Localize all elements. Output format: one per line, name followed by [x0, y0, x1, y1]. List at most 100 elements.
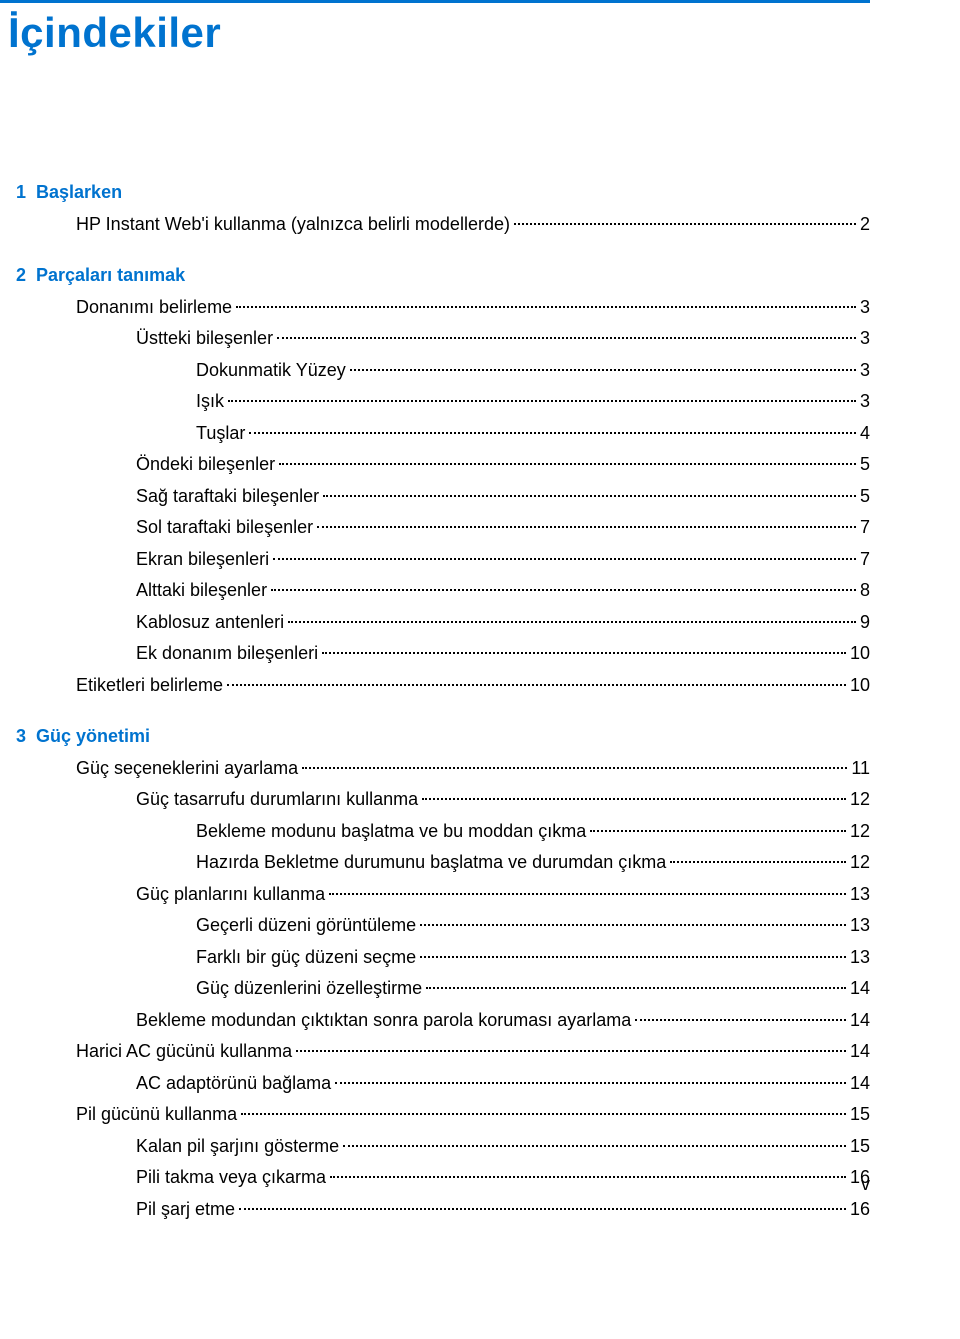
toc-entry-label: Farklı bir güç düzeni seçme — [196, 942, 416, 974]
toc-leader-dots — [273, 558, 856, 560]
toc-entry-page: 5 — [860, 449, 870, 481]
section-title: Başlarken — [36, 182, 122, 202]
toc-entry: Alttaki bileşenler 8 — [16, 575, 870, 607]
toc-entry-label: Alttaki bileşenler — [136, 575, 267, 607]
toc-entry: Öndeki bileşenler 5 — [16, 449, 870, 481]
toc-leader-dots — [422, 798, 846, 800]
toc-entry-label: Ek donanım bileşenleri — [136, 638, 318, 670]
toc-leader-dots — [227, 684, 846, 686]
toc-entry-label: Güç tasarrufu durumlarını kullanma — [136, 784, 418, 816]
toc-leader-dots — [236, 306, 856, 308]
toc-entry-page: 7 — [860, 544, 870, 576]
toc-entry-label: Hazırda Bekletme durumunu başlatma ve du… — [196, 847, 666, 879]
toc-entry-page: 14 — [850, 1036, 870, 1068]
toc-leader-dots — [350, 369, 856, 371]
section-heading: 3Güç yönetimi — [16, 721, 870, 753]
toc-entry-label: Dokunmatik Yüzey — [196, 355, 346, 387]
toc-leader-dots — [317, 526, 856, 528]
toc-entry-page: 15 — [850, 1131, 870, 1163]
toc-leader-dots — [420, 956, 846, 958]
toc-entry: Sağ taraftaki bileşenler 5 — [16, 481, 870, 513]
table-of-contents: 1 Başlarken HP Instant Web'i kullanma (yal… — [0, 177, 870, 1225]
toc-entry: Geçerli düzeni görüntüleme 13 — [16, 910, 870, 942]
toc-entry-page: 3 — [860, 323, 870, 355]
toc-entry-page: 7 — [860, 512, 870, 544]
toc-entry-label: Güç düzenlerini özelleştirme — [196, 973, 422, 1005]
section-number: 1 — [16, 182, 26, 202]
section-title: Güç yönetimi — [36, 726, 150, 746]
toc-entry-label: Harici AC gücünü kullanma — [76, 1036, 292, 1068]
toc-entry: Işık 3 — [16, 386, 870, 418]
toc-entry-label: AC adaptörünü bağlama — [136, 1068, 331, 1100]
section-heading: 2 Parçaları tanımak — [16, 260, 870, 292]
toc-entry-label: Işık — [196, 386, 224, 418]
toc-entry-label: Pil gücünü kullanma — [76, 1099, 237, 1131]
toc-entry: Ek donanım bileşenleri 10 — [16, 638, 870, 670]
toc-entry: Güç seçeneklerini ayarlama 11 — [16, 753, 870, 785]
toc-leader-dots — [239, 1208, 846, 1210]
toc-entry-label: Donanımı belirleme — [76, 292, 232, 324]
toc-entry-page: 14 — [850, 973, 870, 1005]
toc-entry-page: 5 — [860, 481, 870, 513]
toc-entry: Donanımı belirleme 3 — [16, 292, 870, 324]
toc-leader-dots — [635, 1019, 846, 1021]
toc-leader-dots — [329, 893, 846, 895]
toc-leader-dots — [670, 861, 846, 863]
toc-entry: Dokunmatik Yüzey 3 — [16, 355, 870, 387]
toc-entry: Kablosuz antenleri 9 — [16, 607, 870, 639]
toc-entry: AC adaptörünü bağlama 14 — [16, 1068, 870, 1100]
toc-leader-dots — [590, 830, 846, 832]
toc-entry-page: 10 — [850, 670, 870, 702]
toc-entry-label: Bekleme modunu başlatma ve bu moddan çık… — [196, 816, 586, 848]
toc-entry-label: Öndeki bileşenler — [136, 449, 275, 481]
toc-entry-label: Güç seçeneklerini ayarlama — [76, 753, 298, 785]
toc-entry-page: 13 — [850, 879, 870, 911]
toc-entry-label: Üstteki bileşenler — [136, 323, 273, 355]
toc-entry-page: 10 — [850, 638, 870, 670]
toc-entry-page: 13 — [850, 942, 870, 974]
toc-entry-page: 12 — [850, 847, 870, 879]
toc-entry-label: Etiketleri belirleme — [76, 670, 223, 702]
toc-leader-dots — [228, 400, 856, 402]
toc-entry-label: Sağ taraftaki bileşenler — [136, 481, 319, 513]
toc-entry-label: Bekleme modundan çıktıktan sonra parola … — [136, 1005, 631, 1037]
toc-leader-dots — [330, 1176, 846, 1178]
toc-entry-label: Güç planlarını kullanma — [136, 879, 325, 911]
toc-entry-page: 9 — [860, 607, 870, 639]
toc-entry-label: Kablosuz antenleri — [136, 607, 284, 639]
toc-entry: Harici AC gücünü kullanma 14 — [16, 1036, 870, 1068]
toc-leader-dots — [288, 621, 856, 623]
toc-leader-dots — [420, 924, 846, 926]
toc-entry-page: 12 — [850, 784, 870, 816]
toc-entry-label: Geçerli düzeni görüntüleme — [196, 910, 416, 942]
toc-entry-page: 12 — [850, 816, 870, 848]
toc-entry: Pili takma veya çıkarma 16 — [16, 1162, 870, 1194]
toc-entry-page: 3 — [860, 386, 870, 418]
toc-entry: Bekleme modunu başlatma ve bu moddan çık… — [16, 816, 870, 848]
toc-entry-label: Pil şarj etme — [136, 1194, 235, 1226]
toc-entry: Farklı bir güç düzeni seçme 13 — [16, 942, 870, 974]
toc-leader-dots — [277, 337, 856, 339]
toc-entry: Bekleme modundan çıktıktan sonra parola … — [16, 1005, 870, 1037]
section-title: Parçaları tanımak — [36, 265, 185, 285]
toc-entry: Tuşlar 4 — [16, 418, 870, 450]
toc-leader-dots — [279, 463, 856, 465]
toc-leader-dots — [335, 1082, 846, 1084]
toc-entry-label: Pili takma veya çıkarma — [136, 1162, 326, 1194]
toc-entry-label: Tuşlar — [196, 418, 245, 450]
page-title: İçindekiler — [8, 9, 870, 57]
toc-entry: Pil şarj etme 16 — [16, 1194, 870, 1226]
top-border — [0, 0, 870, 3]
toc-entry: Hazırda Bekletme durumunu başlatma ve du… — [16, 847, 870, 879]
page-number: v — [861, 1174, 870, 1195]
toc-entry-page: 14 — [850, 1068, 870, 1100]
toc-entry-page: 2 — [860, 209, 870, 241]
toc-entry: Kalan pil şarjını gösterme 15 — [16, 1131, 870, 1163]
toc-leader-dots — [249, 432, 856, 434]
toc-entry: Sol taraftaki bileşenler 7 — [16, 512, 870, 544]
section-number: 2 — [16, 265, 26, 285]
toc-entry-label: HP Instant Web'i kullanma (yalnızca beli… — [76, 209, 510, 241]
toc-leader-dots — [302, 767, 847, 769]
toc-entry-page: 11 — [851, 753, 870, 785]
toc-leader-dots — [426, 987, 846, 989]
